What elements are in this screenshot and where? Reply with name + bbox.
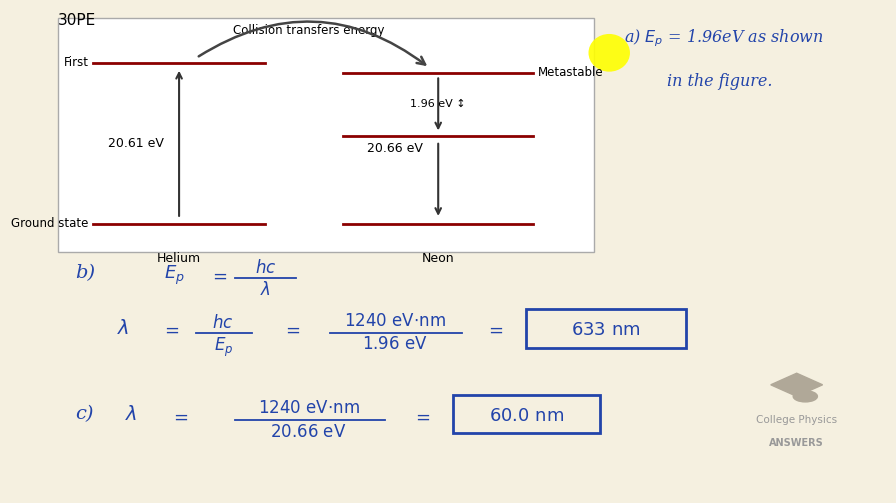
Text: $1240\ \mathrm{eV{\cdot}nm}$: $1240\ \mathrm{eV{\cdot}nm}$ bbox=[344, 313, 446, 330]
FancyArrowPatch shape bbox=[199, 22, 425, 64]
Text: ANSWERS: ANSWERS bbox=[770, 438, 824, 448]
Text: $20.66\ \mathrm{eV}$: $20.66\ \mathrm{eV}$ bbox=[271, 424, 347, 441]
Text: Ground state: Ground state bbox=[11, 217, 89, 230]
Text: 20.66 eV: 20.66 eV bbox=[367, 142, 423, 155]
Text: $\lambda$: $\lambda$ bbox=[116, 319, 129, 339]
Text: $\lambda$: $\lambda$ bbox=[260, 281, 271, 299]
Text: $\lambda$: $\lambda$ bbox=[125, 405, 138, 424]
Text: $=$: $=$ bbox=[169, 407, 188, 426]
Text: c): c) bbox=[75, 405, 94, 423]
Text: Neon: Neon bbox=[422, 252, 454, 265]
Text: 1.96 eV ↕: 1.96 eV ↕ bbox=[410, 100, 466, 109]
Text: $1.96\ \mathrm{eV}$: $1.96\ \mathrm{eV}$ bbox=[362, 336, 428, 353]
Text: 20.61 eV: 20.61 eV bbox=[108, 137, 164, 150]
Text: $=$: $=$ bbox=[161, 321, 180, 339]
Ellipse shape bbox=[589, 34, 630, 72]
Text: b): b) bbox=[75, 264, 96, 282]
Text: in the figure.: in the figure. bbox=[668, 73, 772, 90]
Text: $hc$: $hc$ bbox=[211, 314, 233, 332]
Text: $633\ \mathrm{nm}$: $633\ \mathrm{nm}$ bbox=[571, 321, 641, 339]
Bar bbox=[526, 309, 686, 348]
Text: $=$: $=$ bbox=[411, 407, 430, 426]
Text: College Physics: College Physics bbox=[756, 415, 837, 425]
Text: $hc$: $hc$ bbox=[254, 259, 276, 277]
Bar bbox=[58, 18, 594, 251]
Text: Collision transfers energy: Collision transfers energy bbox=[233, 24, 384, 37]
Text: $=$: $=$ bbox=[485, 321, 504, 339]
Ellipse shape bbox=[793, 391, 817, 402]
Text: $1240\ \mathrm{eV{\cdot}nm}$: $1240\ \mathrm{eV{\cdot}nm}$ bbox=[258, 400, 359, 417]
Text: Metastable: Metastable bbox=[538, 66, 603, 79]
Text: $=$: $=$ bbox=[282, 321, 301, 339]
Text: $E_p$: $E_p$ bbox=[164, 264, 185, 287]
Bar bbox=[452, 395, 599, 433]
Text: Helium: Helium bbox=[157, 252, 201, 265]
Text: a) $E_p$ = 1.96eV as shown: a) $E_p$ = 1.96eV as shown bbox=[624, 28, 823, 49]
Text: First: First bbox=[64, 56, 89, 69]
Text: 30PE: 30PE bbox=[58, 13, 97, 28]
Polygon shape bbox=[771, 373, 823, 396]
Text: $60.0\ \mathrm{nm}$: $60.0\ \mathrm{nm}$ bbox=[488, 407, 564, 426]
Text: $=$: $=$ bbox=[209, 267, 228, 285]
Text: $E_p$: $E_p$ bbox=[214, 336, 234, 359]
